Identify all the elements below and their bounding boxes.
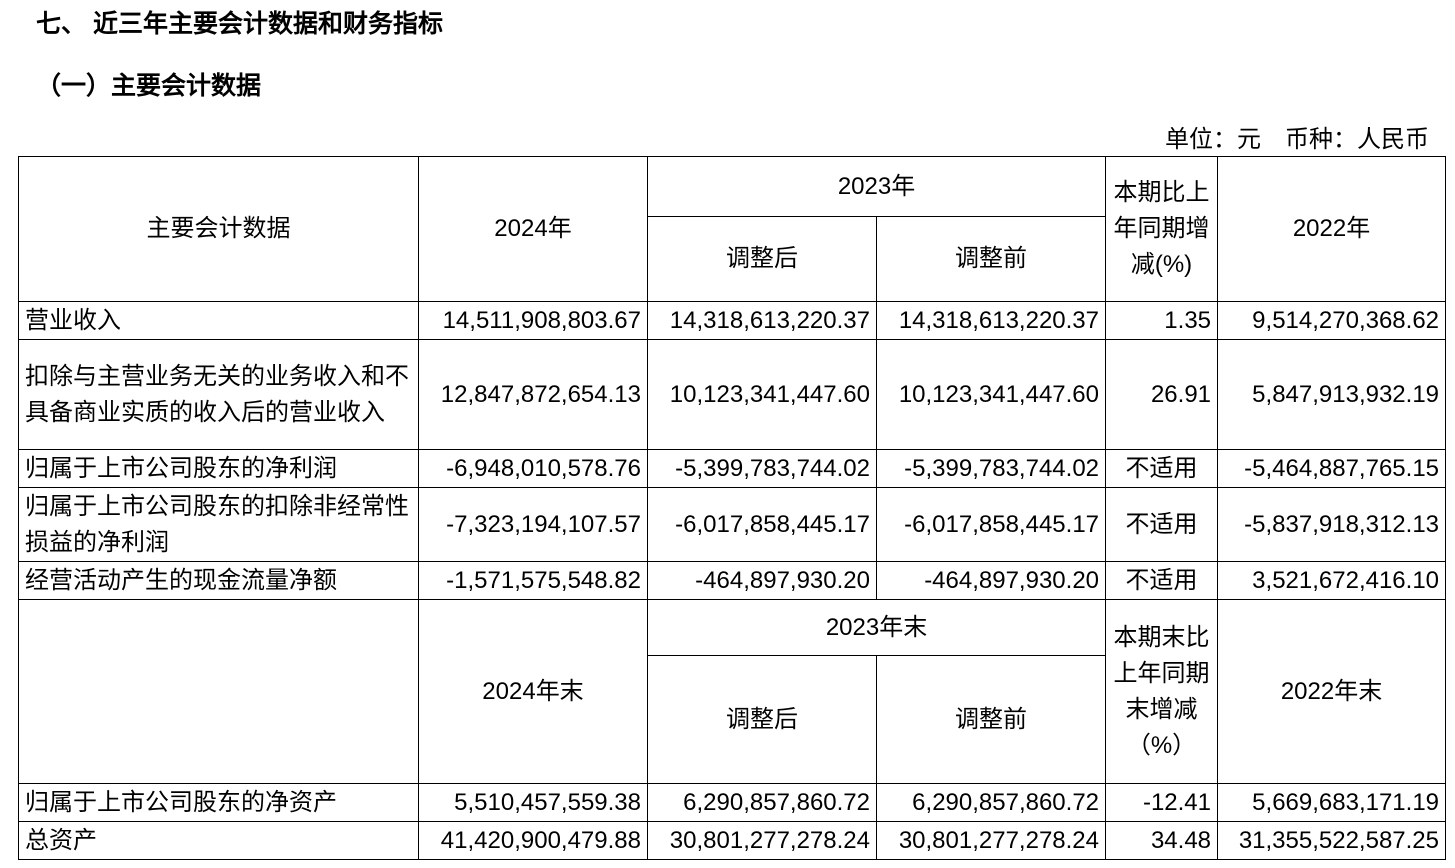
value-cell: -1,571,575,548.82 xyxy=(418,561,648,600)
row-label: 扣除与主营业务无关的业务收入和不具备商业实质的收入后的营业收入 xyxy=(18,339,419,450)
header-row: 主要会计数据 2024年 2023年 本期比上年同期增减(%) 2022年 xyxy=(18,156,1447,302)
value-cell: -464,897,930.20 xyxy=(647,561,877,600)
data-row: 经营活动产生的现金流量净额 -1,571,575,548.82 -464,897,9… xyxy=(18,561,1447,600)
value-cell: -5,837,918,312.13 xyxy=(1217,487,1447,562)
value-cell: 41,420,900,479.88 xyxy=(418,821,648,860)
value-cell: -464,897,930.20 xyxy=(875,561,1107,600)
value-cell: -12.41 xyxy=(1105,783,1219,822)
row-label: 归属于上市公司股东的净资产 xyxy=(18,783,419,822)
header-cell xyxy=(18,599,419,784)
value-cell: -6,017,858,445.17 xyxy=(647,487,877,562)
data-row: 归属于上市公司股东的扣除非经常性损益的净利润 -7,323,194,107.57-… xyxy=(18,487,1447,562)
unit-note: 单位：元 币种：人民币 xyxy=(1165,126,1429,153)
value-cell: 6,290,857,860.72 xyxy=(647,783,877,822)
value-cell: -6,017,858,445.17 xyxy=(875,487,1107,562)
value-cell: 不适用 xyxy=(1105,487,1219,562)
value-cell: -7,323,194,107.57 xyxy=(418,487,648,562)
header-row: 调整后 调整前 xyxy=(19,216,1446,302)
data-row: 归属于上市公司股东的净利润 -6,948,010,578.76 -5,399,783… xyxy=(18,449,1447,488)
value-cell: -5,464,887,765.15 xyxy=(1217,449,1447,488)
header-cell: 调整后 xyxy=(647,655,877,784)
value-cell: 5,510,457,559.38 xyxy=(418,783,648,822)
value-cell: -6,948,010,578.76 xyxy=(418,449,648,488)
value-cell: 5,847,913,932.19 xyxy=(1217,339,1447,450)
row-label: 归属于上市公司股东的扣除非经常性损益的净利润 xyxy=(18,487,419,562)
value-cell: 31,355,522,587.25 xyxy=(1217,821,1447,860)
header-cell: 2023年末 xyxy=(646,599,1107,656)
row-label: 经营活动产生的现金流量净额 xyxy=(18,561,419,600)
table-body: 主要会计数据 2024年 2023年 本期比上年同期增减(%) 2022年 调整… xyxy=(18,156,1447,860)
header-cell: 调整后 xyxy=(647,216,877,302)
value-cell: 14,318,613,220.37 xyxy=(647,301,877,340)
header-cell: 本期末比上年同期末增减（%） xyxy=(1105,599,1219,784)
value-cell: 10,123,341,447.60 xyxy=(647,339,877,450)
value-cell: -5,399,783,744.02 xyxy=(875,449,1107,488)
header-cell: 2022年 xyxy=(1217,156,1447,302)
value-cell: 12,847,872,654.13 xyxy=(418,339,648,450)
value-cell: 5,669,683,171.19 xyxy=(1217,783,1447,822)
value-cell: 34.48 xyxy=(1105,821,1219,860)
value-cell: 6,290,857,860.72 xyxy=(875,783,1107,822)
data-row: 营业收入 14,511,908,803.67 14,318,613,220.37 14… xyxy=(18,301,1447,340)
header-cell: 2023年 xyxy=(646,156,1107,217)
header-row: 2024年末 2023年末 本期末比上年同期末增减（%） 2022年末 xyxy=(18,599,1447,784)
header-cell: 2024年 xyxy=(418,156,648,302)
value-cell: 30,801,277,278.24 xyxy=(875,821,1107,860)
row-label: 归属于上市公司股东的净利润 xyxy=(18,449,419,488)
data-row: 归属于上市公司股东的净资产 5,510,457,559.38 6,290,857,8… xyxy=(18,783,1447,822)
value-cell: 14,318,613,220.37 xyxy=(875,301,1107,340)
value-cell: 不适用 xyxy=(1105,561,1219,600)
data-row: 总资产 41,420,900,479.88 30,801,277,278.24 30,… xyxy=(18,821,1447,860)
value-cell: -5,399,783,744.02 xyxy=(647,449,877,488)
data-row: 扣除与主营业务无关的业务收入和不具备商业实质的收入后的营业收入 12,847,87… xyxy=(18,339,1447,450)
accounting-table: 主要会计数据 2024年 2023年 本期比上年同期增减(%) 2022年 调整… xyxy=(18,156,1447,860)
value-cell: 不适用 xyxy=(1105,449,1219,488)
header-cell: 调整前 xyxy=(875,216,1107,302)
value-cell: 1.35 xyxy=(1105,301,1219,340)
value-cell: 10,123,341,447.60 xyxy=(875,339,1107,450)
section-heading: 七、 近三年主要会计数据和财务指标 xyxy=(36,10,443,38)
value-cell: 30,801,277,278.24 xyxy=(647,821,877,860)
value-cell: 3,521,672,416.10 xyxy=(1217,561,1447,600)
subsection-heading: （一）主要会计数据 xyxy=(36,72,262,100)
header-cell: 主要会计数据 xyxy=(18,156,419,302)
value-cell: 26.91 xyxy=(1105,339,1219,450)
value-cell: 9,514,270,368.62 xyxy=(1217,301,1447,340)
header-cell: 调整前 xyxy=(875,655,1107,784)
value-cell: 14,511,908,803.67 xyxy=(418,301,648,340)
row-label: 营业收入 xyxy=(18,301,419,340)
header-cell: 本期比上年同期增减(%) xyxy=(1105,156,1219,302)
header-cell: 2024年末 xyxy=(418,599,648,784)
row-label: 总资产 xyxy=(18,821,419,860)
header-cell: 2022年末 xyxy=(1217,599,1447,784)
